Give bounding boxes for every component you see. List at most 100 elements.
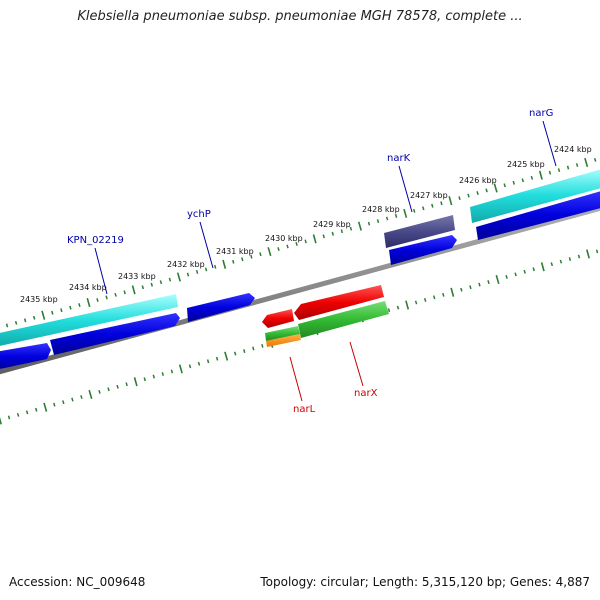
- scale-label: 2429 kbp: [313, 220, 351, 229]
- gene-feature-green-narX[interactable]: [298, 301, 389, 338]
- minor-tick: [394, 213, 398, 218]
- minor-tick: [5, 323, 9, 328]
- gene-feature-blue-ychP[interactable]: [187, 293, 255, 322]
- minor-tick: [23, 318, 27, 323]
- major-tick: [178, 364, 183, 374]
- major-tick: [88, 389, 93, 400]
- minor-tick: [123, 290, 126, 295]
- map-title: Klebsiella pneumoniae subsp. pneumoniae …: [77, 9, 523, 24]
- gene-feature-cyan-1[interactable]: [0, 294, 178, 347]
- gene-label[interactable]: narG: [529, 108, 553, 119]
- minor-tick: [213, 264, 217, 269]
- minor-tick: [25, 410, 29, 415]
- minor-tick: [422, 206, 425, 211]
- gene-labels: narG narK ychP KPN_02219 narL narX: [67, 108, 557, 415]
- minor-tick: [478, 282, 481, 287]
- major-tick: [448, 196, 453, 206]
- scale-label: 2431 kbp: [216, 247, 254, 256]
- minor-tick: [349, 226, 353, 231]
- minor-tick: [487, 280, 490, 285]
- minor-tick: [195, 269, 199, 274]
- gene-feature-blue-2[interactable]: [50, 313, 180, 355]
- minor-tick: [568, 257, 572, 262]
- minor-tick: [485, 188, 488, 193]
- minor-tick: [295, 241, 298, 246]
- minor-tick: [340, 229, 344, 234]
- minor-tick: [250, 254, 253, 259]
- scale-labels: 2424 kbp 2425 kbp 2426 kbp 2427 kbp 2428 kbp…: [20, 145, 592, 304]
- major-tick: [176, 272, 181, 282]
- minor-tick: [232, 259, 235, 264]
- minor-tick: [512, 180, 515, 185]
- minor-tick: [460, 287, 463, 292]
- minor-tick: [116, 384, 119, 389]
- scale-label: 2434 kbp: [69, 283, 107, 292]
- minor-tick: [34, 407, 38, 412]
- minor-tick: [159, 280, 163, 285]
- minor-tick: [476, 191, 479, 196]
- major-tick: [493, 183, 498, 193]
- minor-tick: [197, 361, 201, 366]
- minor-tick: [593, 157, 597, 162]
- gene-label[interactable]: narL: [293, 404, 316, 415]
- minor-tick: [521, 178, 525, 183]
- minor-tick: [505, 274, 508, 279]
- minor-tick: [577, 254, 581, 259]
- gene-feature-green-narL[interactable]: [265, 326, 300, 341]
- minor-tick: [71, 397, 74, 402]
- minor-tick: [143, 377, 146, 382]
- minor-tick: [469, 285, 472, 290]
- gene-label[interactable]: KPN_02219: [67, 235, 124, 246]
- gene-label[interactable]: ychP: [187, 209, 211, 220]
- minor-tick: [53, 402, 56, 407]
- scale-label: 2427 kbp: [410, 191, 448, 200]
- gene-label-leader: [398, 165, 413, 213]
- minor-tick: [595, 249, 599, 254]
- gene-feature-blue-1[interactable]: [0, 343, 51, 370]
- minor-tick: [170, 369, 174, 374]
- minor-tick: [114, 292, 117, 297]
- minor-tick: [16, 412, 20, 417]
- gene-feature-purple-narK[interactable]: [384, 215, 455, 248]
- scale-label: 2430 kbp: [265, 234, 303, 243]
- gene-label[interactable]: narK: [387, 153, 411, 164]
- major-tick: [584, 157, 589, 168]
- minor-tick: [442, 292, 445, 297]
- gene-feature-red-narL[interactable]: [262, 309, 294, 328]
- gene-feature-red-narX[interactable]: [294, 285, 384, 320]
- minor-tick: [150, 282, 154, 287]
- major-tick: [131, 285, 136, 295]
- minor-tick: [241, 257, 244, 262]
- minor-tick: [467, 193, 470, 198]
- major-tick: [540, 262, 545, 272]
- major-tick: [538, 170, 543, 180]
- minor-tick: [559, 259, 563, 264]
- gene-feature-cyan-2[interactable]: [470, 168, 600, 223]
- minor-tick: [105, 295, 108, 300]
- minor-tick: [550, 262, 554, 267]
- scale-label: 2426 kbp: [459, 176, 497, 185]
- genome-backbone: [0, 205, 600, 375]
- gene-feature-blue-narK[interactable]: [389, 235, 457, 265]
- gene-label-leader: [349, 341, 364, 387]
- minor-tick: [412, 208, 416, 213]
- gene-label-leader: [94, 247, 108, 295]
- genome-info-text: Topology: circular; Length: 5,315,120 bp…: [260, 575, 590, 589]
- scale-label: 2428 kbp: [362, 205, 400, 214]
- major-tick: [133, 377, 138, 387]
- minor-tick: [252, 346, 255, 351]
- major-tick: [224, 351, 229, 361]
- minor-tick: [188, 364, 192, 369]
- gene-feature-orange-narL[interactable]: [266, 334, 301, 347]
- minor-tick: [141, 285, 145, 290]
- accession-text: Accession: NC_009648: [9, 575, 146, 589]
- minor-tick: [431, 203, 434, 208]
- minor-tick: [548, 170, 552, 175]
- major-tick: [86, 297, 91, 308]
- minor-tick: [98, 389, 101, 394]
- gene-label[interactable]: narX: [354, 388, 378, 399]
- gene-feature-blue-narG[interactable]: [476, 190, 600, 240]
- minor-tick: [575, 163, 579, 167]
- minor-tick: [259, 252, 262, 257]
- minor-tick: [233, 351, 237, 356]
